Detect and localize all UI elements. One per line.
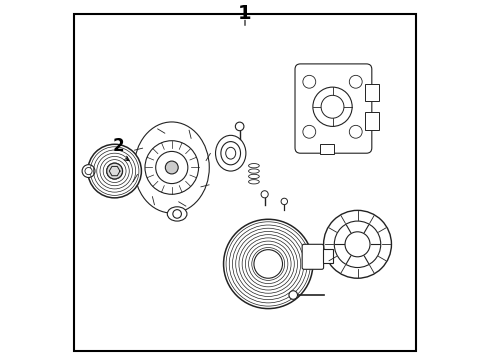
- Circle shape: [85, 167, 92, 175]
- Ellipse shape: [248, 169, 259, 173]
- Circle shape: [281, 198, 288, 204]
- Ellipse shape: [248, 163, 259, 168]
- Ellipse shape: [226, 147, 236, 159]
- Circle shape: [261, 191, 268, 198]
- Text: 2: 2: [112, 137, 124, 155]
- Ellipse shape: [248, 180, 259, 184]
- FancyBboxPatch shape: [322, 249, 333, 263]
- Ellipse shape: [167, 207, 187, 221]
- FancyBboxPatch shape: [295, 64, 372, 153]
- Circle shape: [235, 122, 244, 131]
- Ellipse shape: [134, 122, 209, 213]
- Ellipse shape: [248, 174, 259, 179]
- Circle shape: [349, 125, 362, 138]
- Circle shape: [321, 95, 344, 118]
- FancyBboxPatch shape: [320, 144, 334, 154]
- Circle shape: [334, 221, 381, 267]
- Circle shape: [107, 163, 122, 179]
- Circle shape: [323, 210, 392, 278]
- Circle shape: [303, 125, 316, 138]
- Ellipse shape: [216, 135, 246, 171]
- Circle shape: [313, 87, 352, 126]
- Circle shape: [165, 161, 178, 174]
- Text: 1: 1: [238, 4, 252, 23]
- Circle shape: [303, 75, 316, 88]
- Ellipse shape: [221, 141, 241, 165]
- FancyBboxPatch shape: [302, 244, 323, 269]
- FancyBboxPatch shape: [365, 112, 379, 130]
- Circle shape: [156, 152, 188, 184]
- Circle shape: [349, 75, 362, 88]
- Circle shape: [88, 144, 142, 198]
- Circle shape: [145, 141, 198, 194]
- Circle shape: [173, 210, 181, 218]
- Circle shape: [82, 165, 95, 177]
- Circle shape: [289, 291, 297, 299]
- Circle shape: [345, 232, 370, 257]
- Circle shape: [223, 219, 313, 309]
- FancyBboxPatch shape: [365, 84, 379, 102]
- Circle shape: [254, 249, 283, 278]
